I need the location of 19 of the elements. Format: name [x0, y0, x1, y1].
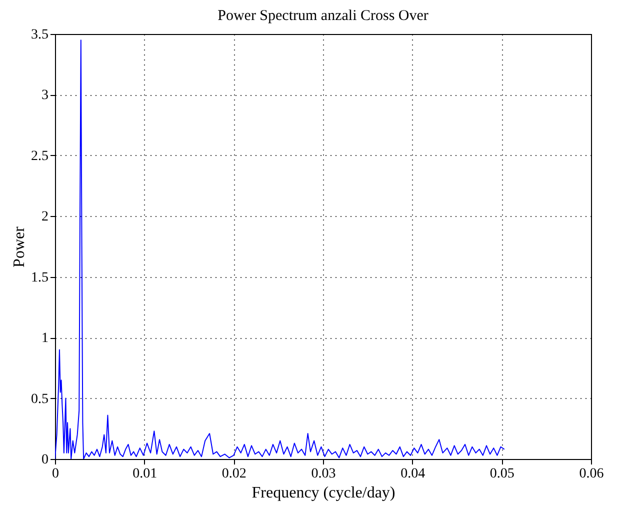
chart-title: Power Spectrum anzali Cross Over — [218, 8, 428, 24]
x-tick-label: 0.05 — [490, 466, 514, 482]
y-tick-label: 1 — [42, 331, 48, 346]
y-tick-label: 1.5 — [31, 270, 48, 286]
y-tick-label: 3 — [42, 88, 48, 104]
y-tick-label: 0 — [42, 452, 48, 468]
y-tick-label: 2.5 — [31, 148, 48, 164]
x-tick-label: 0 — [52, 466, 59, 482]
line-series — [55, 40, 505, 459]
x-tick-label: 0.03 — [311, 466, 336, 482]
x-tick-label: 0.02 — [222, 466, 246, 482]
y-tick-label: 2 — [42, 210, 48, 225]
x-axis-title: Frequency (cycle/day) — [252, 484, 396, 502]
x-tick-label: 0.01 — [132, 466, 158, 482]
x-tick-label: 0.06 — [579, 466, 604, 482]
y-tick-label: 0.5 — [31, 392, 48, 407]
y-tick-label: 3.5 — [31, 28, 48, 42]
y-axis-title: Power — [11, 226, 28, 268]
x-tick-label: 0.04 — [400, 466, 426, 482]
